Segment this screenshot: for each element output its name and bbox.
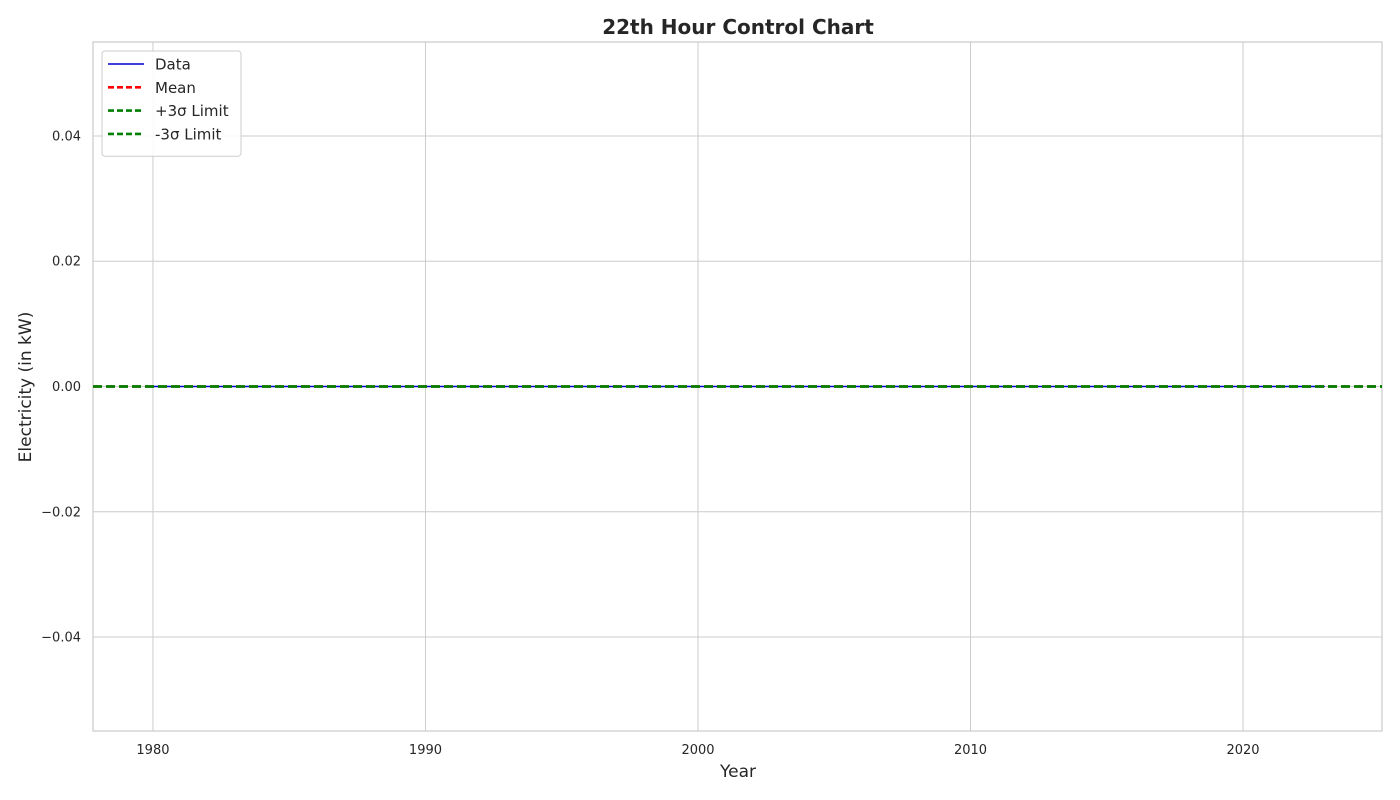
x-tick-label-1990: 1990 xyxy=(409,743,442,758)
x-tick-label-2020: 2020 xyxy=(1226,743,1259,758)
legend: Data Mean +3σ Limit -3σ Limit xyxy=(101,50,242,157)
y-tick-label-3: −0.02 xyxy=(41,505,81,520)
tick-labels: 1980 1990 2000 2010 2020 0.04 0.02 0.00 −0.02 −0.… xyxy=(41,129,1259,758)
y-tick-label-1: 0.02 xyxy=(52,255,81,270)
x-tick-label-2000: 2000 xyxy=(681,743,714,758)
legend-label-mean: Mean xyxy=(155,79,196,97)
legend-label-3-limit: +3σ Limit xyxy=(155,102,229,120)
x-tick-label-2010: 2010 xyxy=(954,743,987,758)
y-tick-label-4: −0.04 xyxy=(41,631,81,646)
legend-box xyxy=(101,50,242,157)
y-tick-label-2: 0.00 xyxy=(52,380,81,395)
x-axis-title: Year xyxy=(719,762,756,782)
x-tick-label-1980: 1980 xyxy=(136,743,169,758)
legend-label-data: Data xyxy=(155,56,191,74)
y-axis-title: Electricity (in kW) xyxy=(16,312,36,463)
chart-title: 22th Hour Control Chart xyxy=(602,15,874,39)
y-tick-label-0: 0.04 xyxy=(52,129,81,144)
legend-label-3-limit: -3σ Limit xyxy=(155,125,222,143)
